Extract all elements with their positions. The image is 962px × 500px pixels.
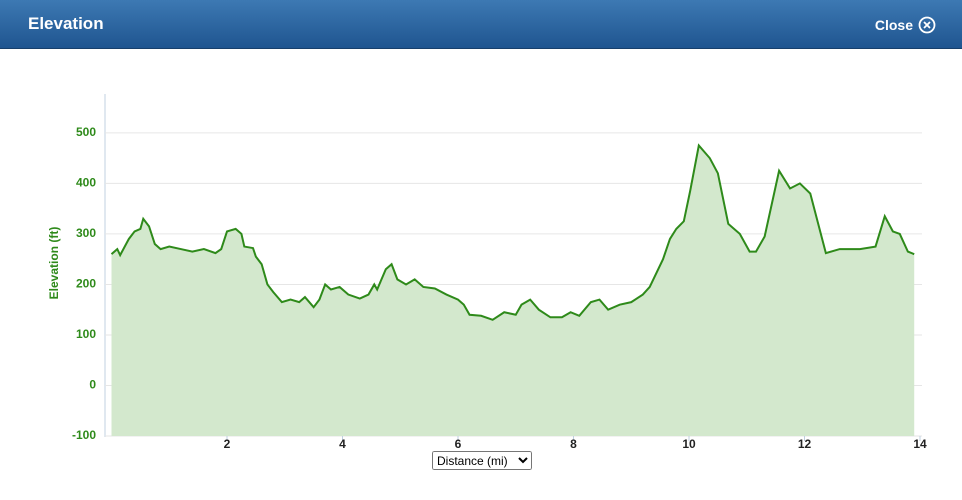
- y-tick-label: 200: [76, 277, 96, 291]
- x-tick-label: 2: [224, 437, 231, 451]
- close-icon[interactable]: [918, 16, 936, 34]
- y-tick-label: 400: [76, 176, 96, 190]
- area-line: [110, 143, 915, 321]
- close-button[interactable]: Close: [875, 16, 936, 34]
- dialog-title: Elevation: [28, 14, 104, 33]
- area-fill: [111, 145, 915, 436]
- y-tick-label: 0: [89, 378, 96, 392]
- chart: Elevation (ft) -100 0 100 200 300 400 500 2 4 6 8 1…: [47, 94, 927, 451]
- y-tick-label: 300: [76, 226, 96, 240]
- y-tick-label: 500: [76, 125, 96, 139]
- dialog-header: Elevation Close: [0, 0, 962, 49]
- x-tick-label: 8: [570, 437, 577, 451]
- y-tick-label: 100: [76, 327, 96, 341]
- x-axis-select[interactable]: Distance (mi): [432, 451, 532, 470]
- x-tick-label: 14: [913, 437, 927, 451]
- y-tick-label: -100: [72, 428, 96, 442]
- x-tick-label: 6: [455, 437, 462, 451]
- y-axis-title: Elevation (ft): [47, 227, 61, 300]
- x-tick-label: 12: [798, 437, 812, 451]
- close-label[interactable]: Close: [874, 17, 913, 33]
- x-tick-label: 10: [682, 437, 696, 451]
- x-tick-label: 4: [339, 437, 346, 451]
